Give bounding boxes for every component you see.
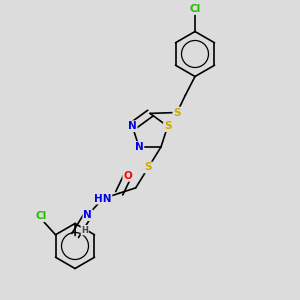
Text: O: O	[123, 171, 132, 181]
Text: S: S	[145, 162, 152, 172]
Text: H: H	[81, 226, 88, 235]
Text: N: N	[128, 121, 137, 131]
Text: N: N	[83, 210, 92, 220]
Text: S: S	[164, 121, 171, 131]
Text: S: S	[173, 107, 181, 118]
Text: Cl: Cl	[189, 4, 201, 14]
Text: HN: HN	[94, 194, 112, 204]
Text: Cl: Cl	[35, 211, 47, 221]
Text: N: N	[135, 142, 143, 152]
